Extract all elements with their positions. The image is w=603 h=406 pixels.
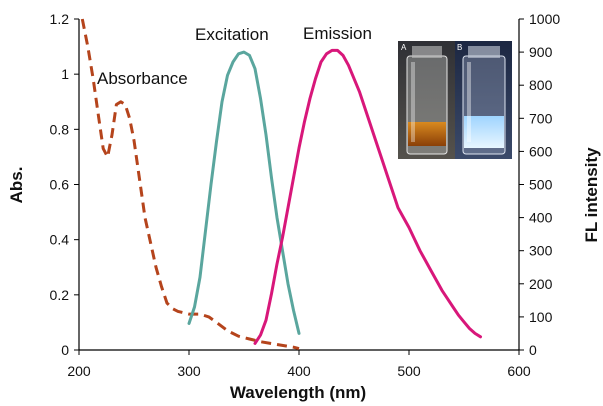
y-left-tick-label: 0.8 xyxy=(50,121,70,137)
y-right-axis-title: FL intensity xyxy=(582,147,601,243)
y-left-tick-group: 0 0.2 0.4 0.6 0.8 1 1.2 xyxy=(50,11,79,358)
x-tick-label: 600 xyxy=(507,363,531,379)
x-tick-label: 300 xyxy=(177,363,201,379)
inset-label-b: B xyxy=(457,43,462,52)
x-tick-group: 200 300 400 500 600 xyxy=(67,350,531,379)
y-left-tick-label: 0.4 xyxy=(50,232,70,248)
x-tick-label: 500 xyxy=(397,363,421,379)
series-line-emission xyxy=(253,48,482,345)
y-right-tick-label: 0 xyxy=(529,342,537,358)
y-right-tick-label: 400 xyxy=(529,210,553,226)
series-line-excitation xyxy=(187,50,301,335)
inset-label-a: A xyxy=(401,43,407,52)
y-right-tick-label: 300 xyxy=(529,243,553,259)
series-line-absorbance xyxy=(80,18,300,351)
y-right-tick-label: 900 xyxy=(529,44,553,60)
y-right-tick-label: 800 xyxy=(529,77,553,93)
y-right-tick-label: 1000 xyxy=(529,11,560,27)
y-right-tick-group: 0 100 200 300 400 500 600 700 800 900 1000 xyxy=(519,11,560,358)
annotation-emission: Emission xyxy=(303,24,372,43)
y-left-tick-label: 0 xyxy=(61,342,69,358)
y-right-tick-label: 600 xyxy=(529,143,553,159)
y-left-axis-title: Abs. xyxy=(7,167,26,204)
x-axis-title: Wavelength (nm) xyxy=(230,383,366,402)
y-left-tick-label: 1 xyxy=(61,66,69,82)
y-right-tick-label: 100 xyxy=(529,309,553,325)
y-right-tick-label: 200 xyxy=(529,276,553,292)
annotation-excitation: Excitation xyxy=(195,25,269,44)
inset-vial-photo: A B xyxy=(398,41,512,159)
y-left-tick-label: 1.2 xyxy=(50,11,70,27)
x-tick-label: 200 xyxy=(67,363,91,379)
y-right-tick-label: 700 xyxy=(529,110,553,126)
x-tick-label: 400 xyxy=(287,363,311,379)
annotation-absorbance: Absorbance xyxy=(97,69,188,88)
y-left-tick-label: 0.6 xyxy=(50,177,70,193)
y-right-tick-label: 500 xyxy=(529,177,553,193)
series-layer xyxy=(80,18,482,351)
y-left-tick-label: 0.2 xyxy=(50,287,70,303)
